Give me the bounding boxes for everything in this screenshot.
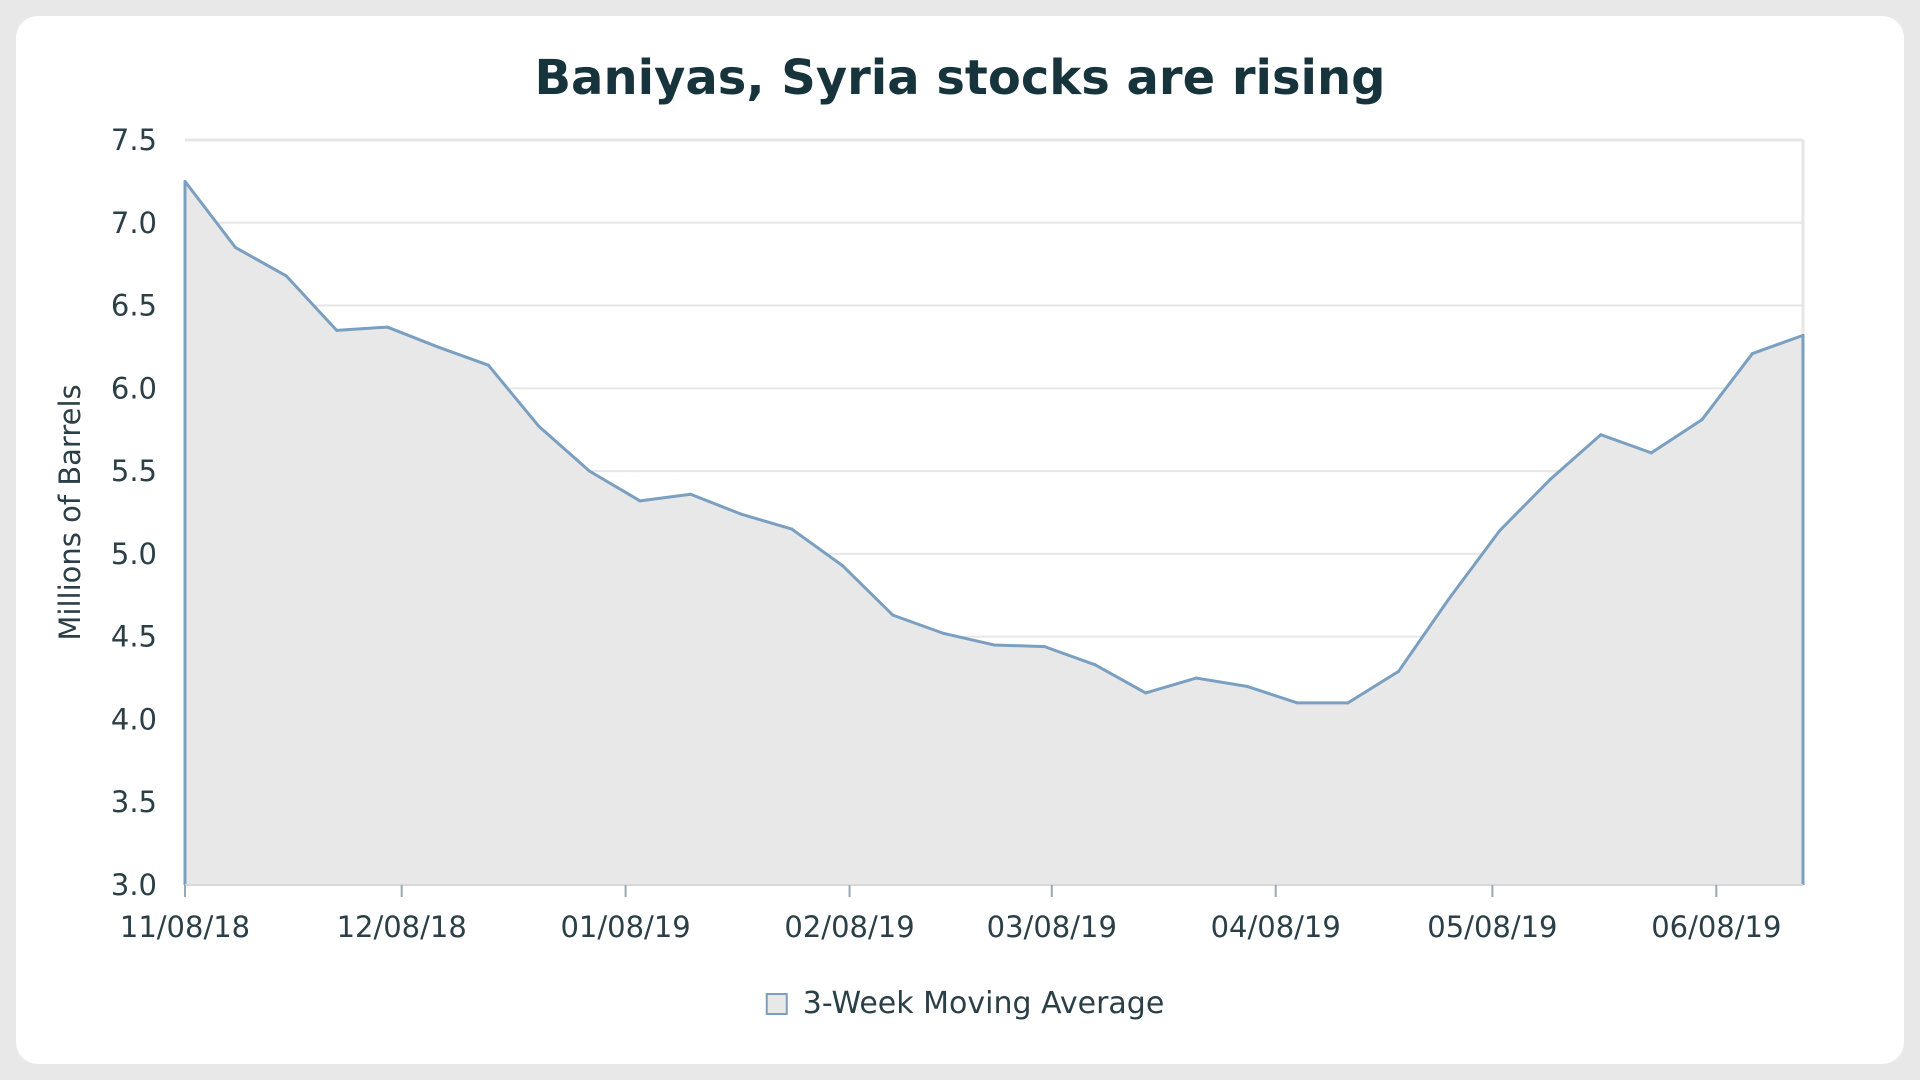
y-tick-label: 3.5 [111,785,157,819]
data-point [1043,645,1047,649]
x-tick-label: 05/08/19 [1427,910,1557,944]
chart-title: Baniyas, Syria stocks are rising [534,50,1386,106]
x-tick-label: 03/08/19 [987,910,1117,944]
data-point [183,179,187,183]
y-tick-label: 7.0 [111,206,157,240]
data-point [739,512,743,516]
y-axis-title: Millions of Barrels [53,384,87,640]
y-tick-label: 6.5 [111,289,157,323]
y-tick-label: 3.0 [111,868,157,902]
data-point [891,613,895,617]
data-point [638,499,642,503]
data-point [1649,451,1653,455]
data-point [234,246,238,250]
data-point [790,527,794,531]
data-point [840,563,844,567]
data-point [1447,597,1451,601]
data-point [537,424,541,428]
data-point [1599,433,1603,437]
chart-svg: 3.0 3.5 4.0 4.5 5.0 5.5 6.0 6.5 7.0 7.5 11/08/18 12… [53,123,1805,1021]
data-point [941,631,945,635]
legend-swatch [765,993,788,1015]
y-tick-label: 7.5 [111,123,157,157]
x-tick-label: 02/08/19 [784,910,914,944]
data-point [689,492,693,496]
y-tick-label: 4.0 [111,702,157,736]
data-point [1093,663,1097,667]
data-point [1397,669,1400,673]
x-tick-label: 01/08/19 [560,910,690,944]
data-point [1498,529,1502,533]
x-tick-label: 12/08/18 [337,910,467,944]
data-point [992,643,996,647]
y-tick-label: 4.5 [111,620,157,654]
data-point [1144,691,1148,695]
data-point [1346,701,1350,705]
data-point [436,345,440,349]
data-point [385,325,389,329]
data-point [1194,676,1198,680]
y-tick-label: 5.0 [111,537,157,571]
data-point [1295,701,1299,705]
data-point [588,469,591,473]
data-point [1548,477,1552,481]
data-point [284,274,288,278]
data-point [1245,684,1249,688]
data-point [486,363,490,367]
chart-card: Baniyas, Syria stocks are rising 3.0 3.5 4… [16,16,1904,1064]
x-tick-label: 11/08/18 [120,910,250,944]
data-point [1801,333,1805,337]
data-point [335,328,339,332]
data-point [1700,418,1704,422]
x-tick-label: 06/08/19 [1651,910,1781,944]
y-tick-label: 6.0 [111,371,157,405]
series-area [185,181,1803,885]
x-tick-label: 04/08/19 [1211,910,1341,944]
y-tick-label: 5.5 [111,454,157,488]
data-point [1750,352,1754,356]
legend-label: 3-Week Moving Average [803,986,1165,1021]
